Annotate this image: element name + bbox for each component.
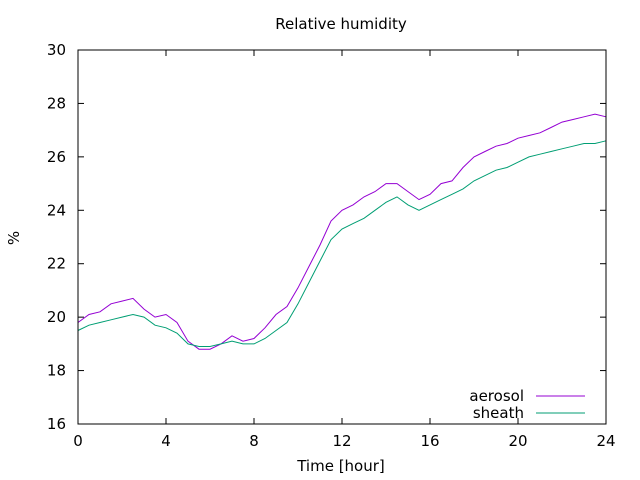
x-tick-label: 20 (508, 432, 527, 450)
series-line-aerosol (77, 113, 607, 350)
x-tick-label: 8 (249, 432, 259, 450)
y-tick-label: 22 (47, 255, 66, 273)
y-tick-label: 30 (47, 41, 66, 59)
y-tick-label: 18 (47, 362, 66, 380)
x-tick-label: 24 (596, 432, 615, 450)
legend-label-aerosol: aerosol (469, 387, 524, 405)
series-line-sheath (77, 140, 607, 347)
x-tick-label: 16 (420, 432, 439, 450)
x-tick-label: 0 (73, 432, 83, 450)
y-tick-label: 24 (47, 201, 66, 219)
x-tick-label: 12 (332, 432, 351, 450)
y-tick-label: 16 (47, 415, 66, 433)
y-axis-label: % (5, 231, 23, 245)
legend-label-sheath: sheath (473, 404, 524, 422)
axis-ticks: 0 4 8 12 16 20 24 16 18 20 22 24 26 28 30 (47, 41, 616, 450)
plot-frame (77, 49, 607, 425)
y-tick-label: 20 (47, 308, 66, 326)
y-tick-label: 26 (47, 148, 66, 166)
x-axis-label: Time [hour] (296, 457, 385, 475)
x-tick-label: 4 (161, 432, 171, 450)
y-tick-label: 28 (47, 94, 66, 112)
series-lines (77, 113, 607, 350)
chart-title: Relative humidity (275, 15, 407, 33)
